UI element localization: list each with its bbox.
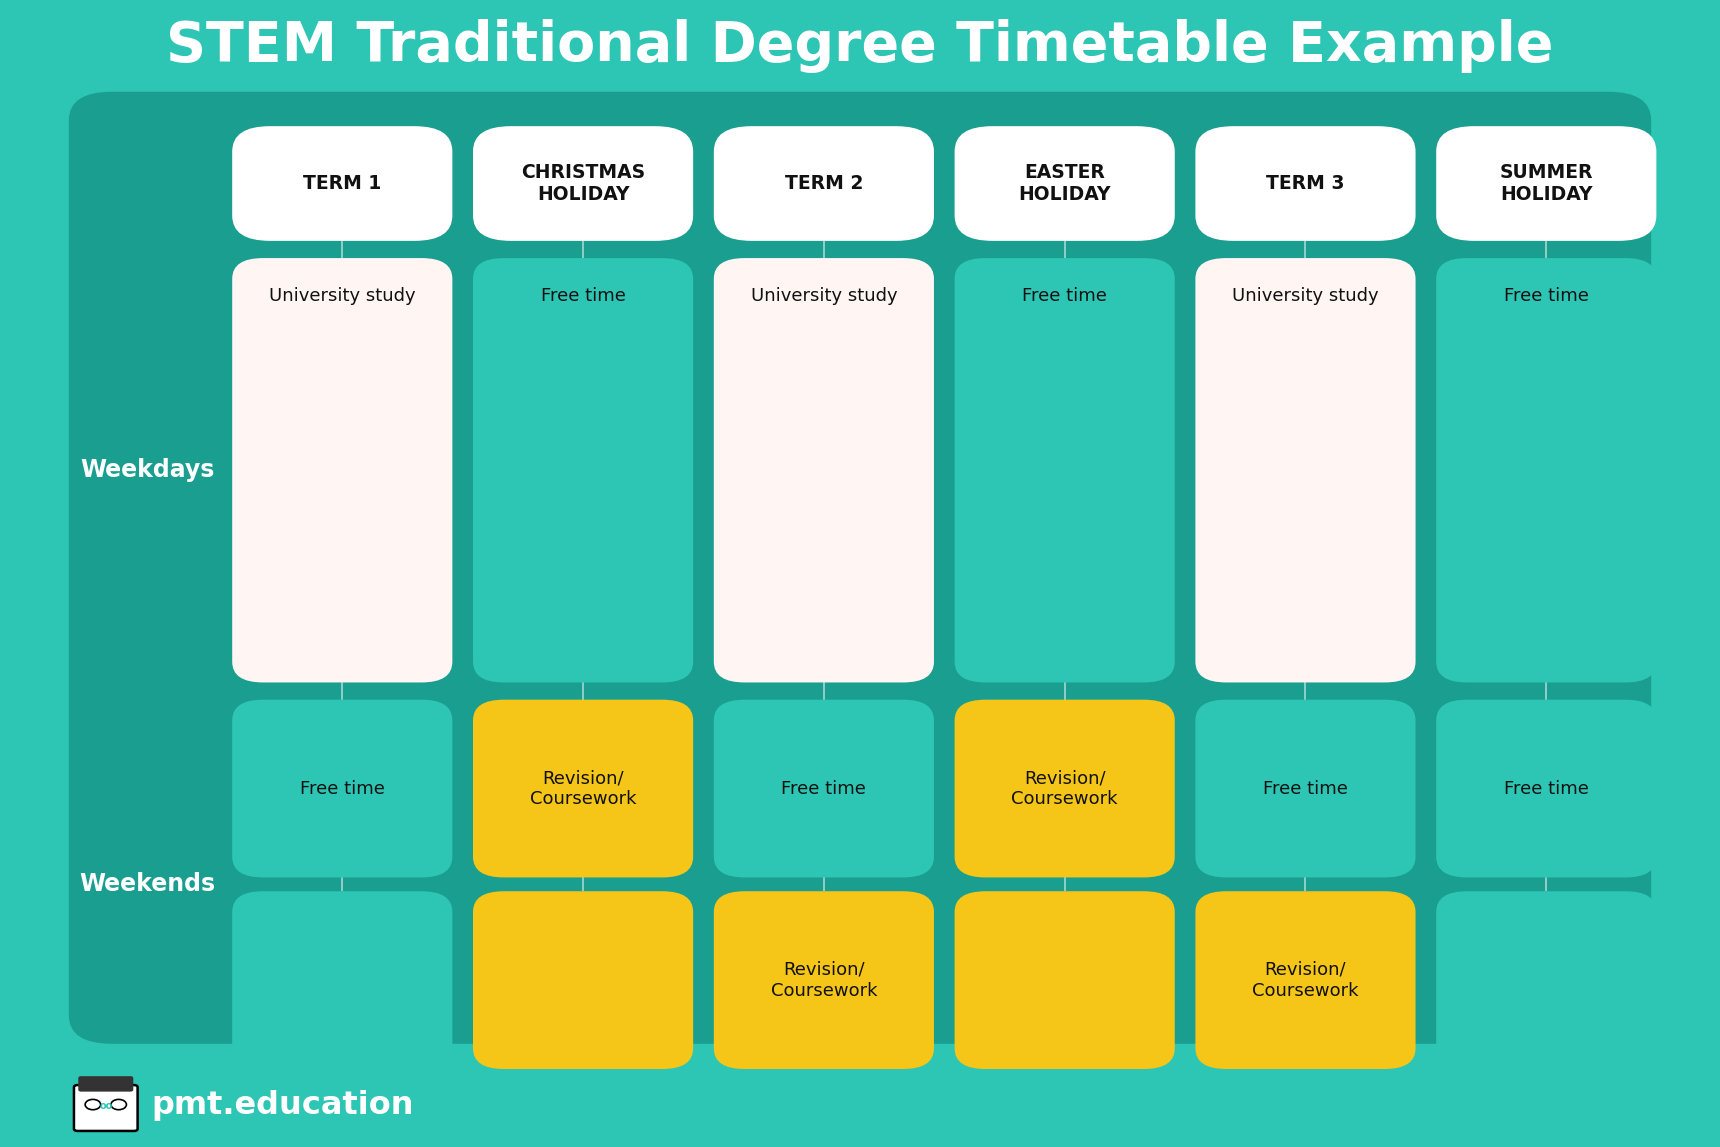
Text: pmt.education: pmt.education [151,1090,415,1122]
FancyBboxPatch shape [79,1077,132,1091]
Text: Weekends: Weekends [79,873,215,896]
Text: University study: University study [750,287,898,305]
FancyBboxPatch shape [955,891,1175,1069]
FancyBboxPatch shape [232,891,452,1069]
FancyBboxPatch shape [1436,891,1656,1069]
FancyBboxPatch shape [955,258,1175,682]
Text: Revision/
Coursework: Revision/ Coursework [1252,961,1359,999]
FancyBboxPatch shape [1436,700,1656,877]
FancyBboxPatch shape [955,700,1175,877]
Text: TERM 2: TERM 2 [784,174,863,193]
Text: Weekdays: Weekdays [81,459,215,482]
Text: Revision/
Coursework: Revision/ Coursework [1011,770,1118,807]
FancyBboxPatch shape [232,258,452,682]
Text: Free time: Free time [540,287,626,305]
FancyBboxPatch shape [473,126,693,241]
Text: TERM 1: TERM 1 [303,174,382,193]
Text: Free time: Free time [1262,780,1348,797]
FancyBboxPatch shape [955,126,1175,241]
FancyBboxPatch shape [1195,126,1416,241]
FancyBboxPatch shape [714,126,934,241]
FancyBboxPatch shape [473,258,693,682]
FancyBboxPatch shape [232,700,452,877]
FancyBboxPatch shape [1436,126,1656,241]
FancyBboxPatch shape [232,126,452,241]
Text: Revision/
Coursework: Revision/ Coursework [530,770,636,807]
Text: Free time: Free time [781,780,867,797]
FancyBboxPatch shape [714,700,934,877]
FancyBboxPatch shape [69,92,1651,1044]
Text: Free time: Free time [299,780,385,797]
FancyBboxPatch shape [714,891,934,1069]
FancyBboxPatch shape [1436,258,1656,682]
FancyBboxPatch shape [1195,891,1416,1069]
Text: Free time: Free time [1503,287,1589,305]
Text: Free time: Free time [1022,287,1108,305]
Text: SUMMER
HOLIDAY: SUMMER HOLIDAY [1500,163,1593,204]
FancyBboxPatch shape [714,258,934,682]
FancyBboxPatch shape [473,700,693,877]
Text: University study: University study [268,287,416,305]
Text: CHRISTMAS
HOLIDAY: CHRISTMAS HOLIDAY [521,163,645,204]
Text: Revision/
Coursework: Revision/ Coursework [771,961,877,999]
Text: University study: University study [1232,287,1379,305]
FancyBboxPatch shape [1195,700,1416,877]
Text: oo: oo [100,1101,112,1110]
FancyBboxPatch shape [1195,258,1416,682]
Text: EASTER
HOLIDAY: EASTER HOLIDAY [1018,163,1111,204]
Text: TERM 3: TERM 3 [1266,174,1345,193]
Text: STEM Traditional Degree Timetable Example: STEM Traditional Degree Timetable Exampl… [167,18,1553,73]
FancyBboxPatch shape [473,891,693,1069]
Text: Free time: Free time [1503,780,1589,797]
FancyBboxPatch shape [74,1085,138,1131]
